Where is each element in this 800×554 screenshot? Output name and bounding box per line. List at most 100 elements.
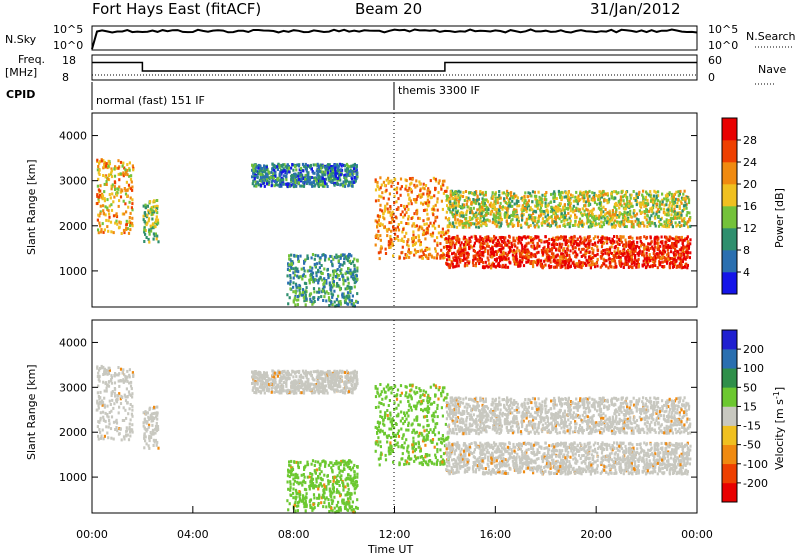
- power-echo-cell: [505, 202, 509, 206]
- power-echo-cell: [385, 188, 388, 192]
- velocity-echo-cell: [102, 415, 105, 419]
- power-echo-cell: [385, 178, 388, 182]
- power-echo-cell: [518, 259, 521, 263]
- velocity-echo-cell: [96, 375, 99, 378]
- power-colorbar-cells: [722, 118, 737, 295]
- power-echo-cell: [379, 224, 382, 227]
- power-echo-cell: [650, 197, 653, 201]
- power-echo-cell: [562, 259, 565, 263]
- power-echo-cell: [511, 250, 514, 253]
- power-echo-cell: [592, 218, 595, 222]
- power-echo-cell: [285, 171, 288, 175]
- power-echo-cell: [103, 197, 106, 201]
- power-echo-cell: [673, 257, 676, 261]
- power-echo-cell: [333, 183, 336, 187]
- power-echo-cell: [470, 235, 473, 239]
- power-echo-cell: [570, 243, 573, 247]
- power-echo-cell: [131, 198, 134, 202]
- power-echo-cell: [543, 240, 546, 244]
- power-echo-cell: [622, 223, 625, 227]
- power-echo-cell: [494, 216, 497, 220]
- power-echo-cell: [468, 223, 471, 227]
- power-echo-cell: [310, 300, 313, 304]
- power-echo-cell: [353, 285, 356, 289]
- power-echo-cell: [580, 237, 583, 241]
- power-echo-cell: [459, 243, 462, 247]
- power-echo-cell: [653, 237, 656, 241]
- power-echo-cell: [527, 258, 530, 262]
- power-echo-cell: [683, 250, 686, 254]
- power-echo-cell: [504, 242, 507, 246]
- power-echo-cell: [600, 240, 603, 244]
- power-echo-cell: [679, 258, 682, 262]
- power-echo-cell: [657, 245, 660, 248]
- power-echo-cell: [323, 165, 327, 169]
- velocity-echo-cell: [122, 406, 125, 410]
- power-echo-cell: [448, 221, 451, 225]
- power-echo-cell: [111, 192, 114, 196]
- power-echo-cell: [406, 240, 409, 243]
- power-echo-cell: [105, 180, 108, 183]
- power-echo-cell: [661, 260, 664, 264]
- velocity-echo-cell: [113, 374, 116, 377]
- power-echo-cell: [584, 203, 587, 207]
- power-echo-cell: [614, 262, 617, 266]
- power-echo-cell: [454, 195, 457, 199]
- power-echo-cell: [429, 179, 432, 183]
- power-echo-cell: [352, 181, 355, 184]
- power-echo-cell: [382, 196, 385, 200]
- power-echo-cell: [607, 266, 610, 270]
- power-echo-cell: [407, 248, 410, 252]
- power-echo-cell: [442, 253, 446, 257]
- velocity-echo-cell: [125, 387, 128, 391]
- power-echo-cell: [98, 168, 101, 172]
- power-echo-cell: [390, 184, 393, 188]
- power-echo-cell: [602, 210, 605, 214]
- power-echo-cell: [651, 200, 655, 204]
- power-echo-cell: [655, 212, 658, 216]
- power-echo-cell: [334, 181, 337, 185]
- power-echo-cell: [334, 275, 337, 278]
- power-echo-cell: [626, 263, 629, 266]
- power-echo-cell: [286, 268, 290, 271]
- power-echo-cell: [565, 195, 568, 199]
- power-echo-cell: [400, 204, 403, 207]
- power-echo-cell: [110, 175, 114, 179]
- power-echo-cell: [586, 247, 589, 250]
- power-echo-cell: [461, 203, 464, 207]
- power-echo-cell: [652, 204, 655, 208]
- power-echo-cell: [546, 223, 549, 227]
- power-echo-cell: [524, 221, 527, 225]
- power-echo-cell: [630, 222, 633, 226]
- power-echo-cell: [125, 180, 128, 184]
- power-echo-cell: [646, 225, 649, 228]
- power-echo-cell: [536, 201, 539, 205]
- power-echo-cell: [492, 264, 495, 268]
- power-echo-cell: [635, 265, 638, 269]
- power-echo-cell: [463, 245, 466, 249]
- power-echo-cell: [583, 239, 586, 243]
- power-echo-cell: [582, 261, 585, 265]
- power-echo-cell: [289, 280, 292, 283]
- power-echo-cell: [554, 217, 557, 221]
- power-echo-cell: [297, 181, 300, 185]
- power-echo-cell: [403, 256, 406, 260]
- power-echo-cell: [343, 253, 346, 257]
- power-echo-cell: [543, 220, 546, 224]
- power-echo-cell: [272, 173, 275, 177]
- power-echo-cell: [499, 196, 502, 200]
- power-echo-cell: [101, 222, 104, 226]
- power-echo-cell: [265, 168, 268, 172]
- power-echo-cell: [661, 255, 664, 259]
- power-echo-cell: [550, 192, 553, 196]
- power-echo-cell: [347, 277, 350, 281]
- power-echo-cell: [97, 228, 100, 232]
- power-echo-cell: [480, 212, 483, 216]
- power-echo-cell: [519, 253, 522, 257]
- power-echo-cell: [396, 181, 400, 185]
- power-echo-cell: [549, 210, 552, 214]
- power-echo-cell: [118, 199, 121, 203]
- power-echo-cell: [595, 261, 599, 264]
- power-echo-cell: [462, 211, 465, 215]
- power-echo-cell: [128, 161, 131, 165]
